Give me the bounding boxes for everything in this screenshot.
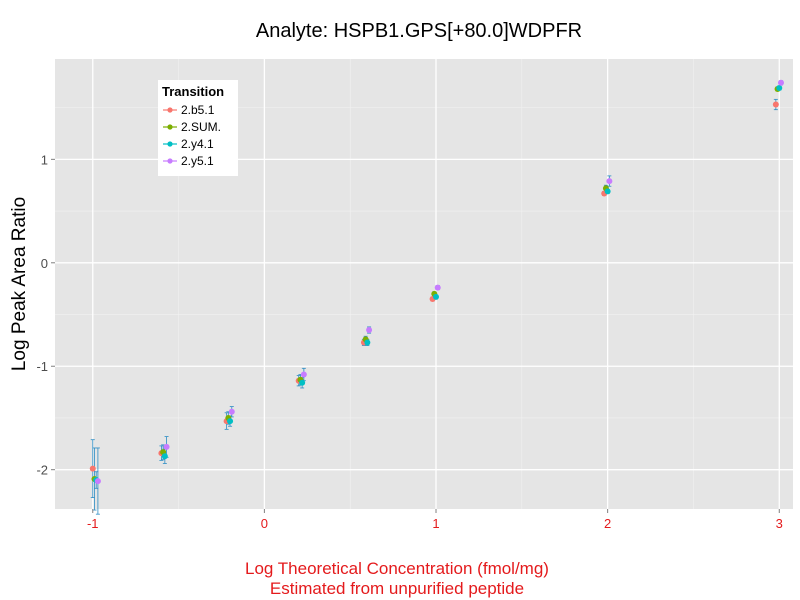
data-point bbox=[227, 418, 234, 425]
data-point bbox=[604, 188, 611, 195]
legend-items: 2.b5.1 2.SUM. 2.y4.1 2.y5.1 bbox=[163, 103, 221, 168]
data-point bbox=[299, 379, 306, 386]
data-point bbox=[434, 284, 441, 291]
legend-title: Transition bbox=[162, 84, 224, 99]
data-point bbox=[776, 84, 783, 91]
legend-key-point bbox=[167, 158, 173, 164]
y-tick-label: -1 bbox=[36, 359, 48, 374]
data-point bbox=[777, 79, 784, 86]
data-point bbox=[364, 339, 371, 346]
legend-label: 2.y5.1 bbox=[181, 154, 214, 168]
chart-title: Analyte: HSPB1.GPS[+80.0]WDPFR bbox=[256, 20, 582, 42]
x-axis-ticks: -1 0 1 2 3 bbox=[87, 509, 783, 531]
legend-item: 2.b5.1 bbox=[163, 103, 215, 117]
data-points bbox=[89, 79, 784, 485]
x-axis-label-line1: Log Theoretical Concentration (fmol/mg) bbox=[245, 559, 549, 578]
data-point bbox=[228, 408, 235, 415]
data-point bbox=[163, 443, 170, 450]
legend-key-point bbox=[167, 107, 173, 113]
y-axis-ticks: -2 -1 0 1 bbox=[36, 152, 55, 478]
data-point bbox=[161, 453, 168, 460]
grid-major bbox=[55, 59, 793, 509]
x-tick-label: -1 bbox=[87, 516, 99, 531]
legend-label: 2.SUM. bbox=[181, 120, 221, 134]
data-point bbox=[94, 478, 101, 485]
y-tick-label: 1 bbox=[41, 152, 48, 167]
legend-item: 2.y5.1 bbox=[163, 154, 214, 168]
legend-key-point bbox=[167, 124, 173, 130]
y-tick-label: 0 bbox=[41, 256, 48, 271]
x-tick-label: 0 bbox=[261, 516, 268, 531]
legend-key-point bbox=[167, 141, 173, 147]
legend: Transition 2.b5.1 2.SUM. 2.y4.1 2.y5.1 bbox=[158, 80, 238, 176]
data-point bbox=[772, 101, 779, 108]
data-point bbox=[89, 465, 96, 472]
y-tick-label: -2 bbox=[36, 463, 48, 478]
data-point bbox=[606, 178, 613, 185]
legend-label: 2.b5.1 bbox=[181, 103, 215, 117]
data-point bbox=[300, 371, 307, 378]
legend-item: 2.y4.1 bbox=[163, 137, 214, 151]
x-tick-label: 1 bbox=[432, 516, 439, 531]
data-point bbox=[366, 327, 373, 334]
data-point bbox=[433, 293, 440, 300]
x-tick-label: 3 bbox=[776, 516, 783, 531]
x-tick-label: 2 bbox=[604, 516, 611, 531]
legend-label: 2.y4.1 bbox=[181, 137, 214, 151]
x-axis-label-line2: Estimated from unpurified peptide bbox=[270, 579, 524, 598]
legend-item: 2.SUM. bbox=[163, 120, 221, 134]
y-axis-label: Log Peak Area Ratio bbox=[9, 197, 30, 371]
